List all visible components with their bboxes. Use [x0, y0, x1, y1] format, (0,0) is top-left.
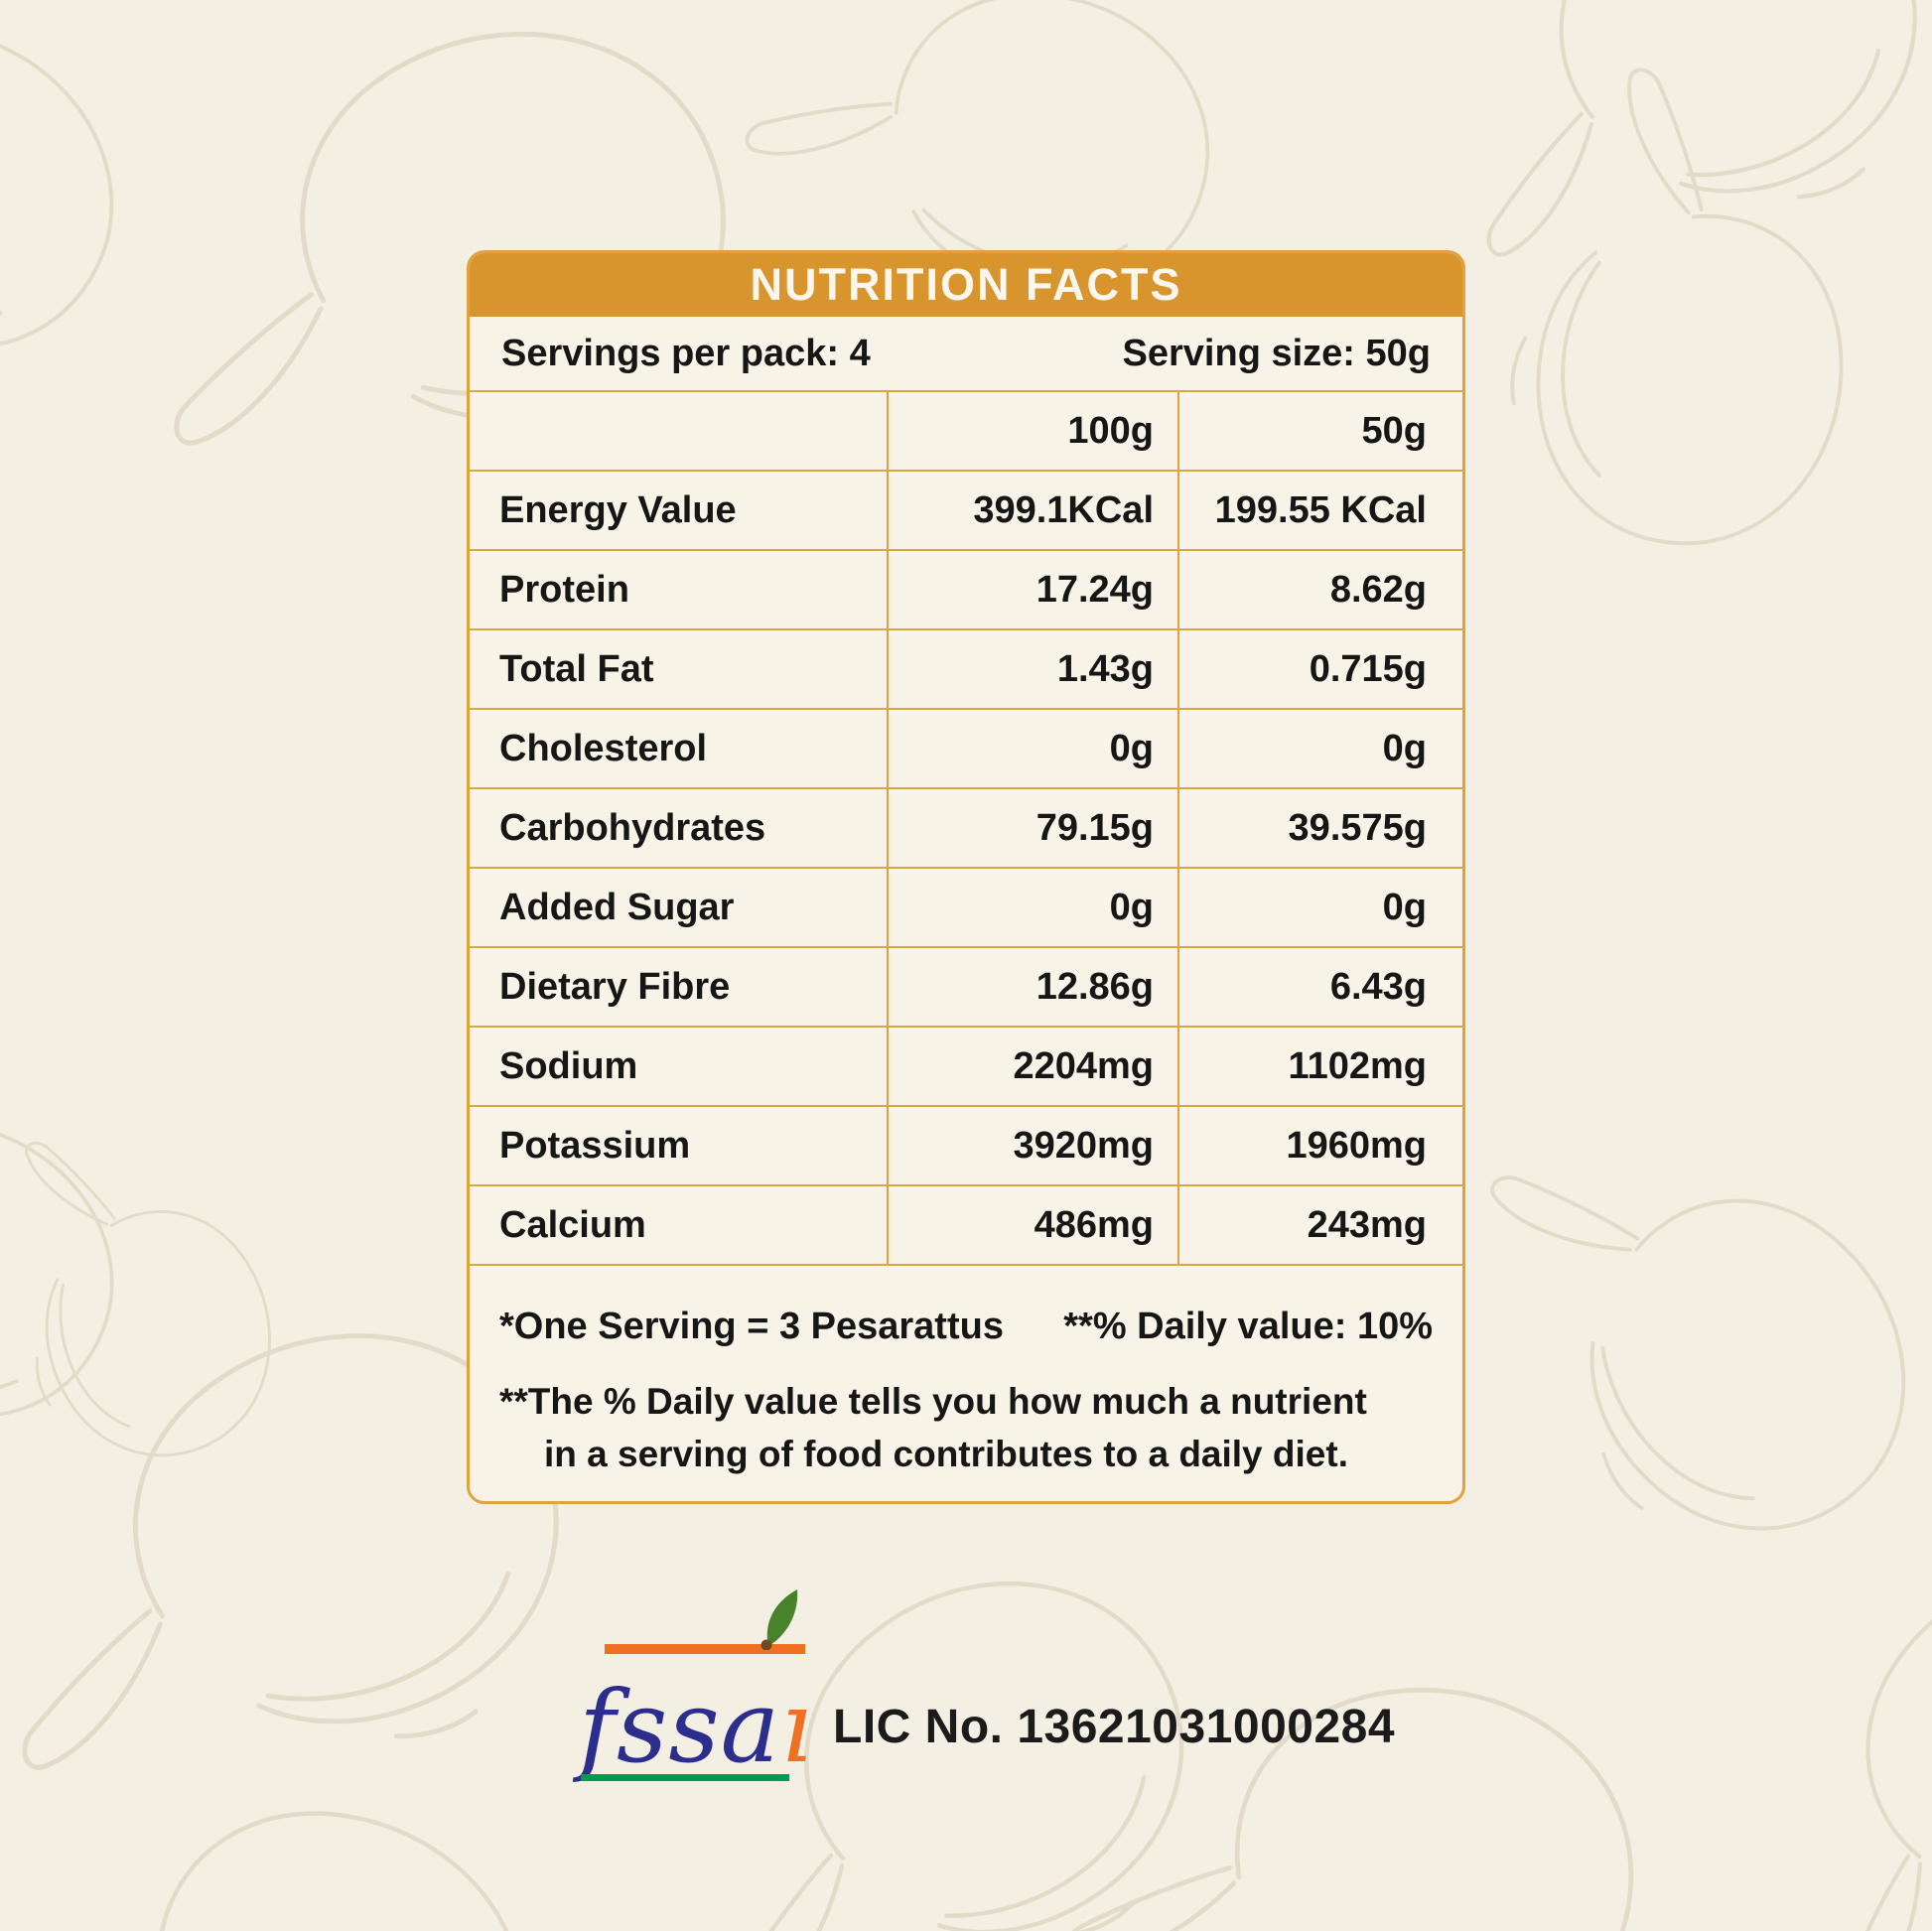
bean-outline — [1478, 56, 1911, 580]
fssai-license-number: LIC No. 13621031000284 — [833, 1701, 1396, 1753]
nutrient-row: Calcium 486mg 243mg — [470, 1184, 1462, 1264]
empty-header-cell — [470, 392, 887, 470]
leaf-icon — [760, 1589, 798, 1650]
value-per-50g: 243mg — [1177, 1186, 1462, 1264]
units-header-row: 100g 50g — [470, 390, 1462, 470]
nutrient-label: Protein — [499, 568, 629, 611]
value-per-100g: 399.1KCal — [887, 472, 1177, 549]
nutrient-row: Potassium 3920mg 1960mg — [470, 1105, 1462, 1184]
value-per-50g: 1102mg — [1177, 1028, 1462, 1105]
footnotes-section: *One Serving = 3 Pesarattus **% Daily va… — [470, 1264, 1462, 1480]
value-per-100g: 0g — [887, 710, 1177, 787]
value-per-100g: 0g — [887, 869, 1177, 946]
fssai-wordmark-navy: fssa — [579, 1669, 781, 1785]
value-per-50g: 0g — [1177, 869, 1462, 946]
servings-row: Servings per pack: 4 Serving size: 50g — [470, 317, 1462, 390]
value-per-50g: 8.62g — [1177, 551, 1462, 628]
nutrient-label: Calcium — [499, 1203, 646, 1246]
daily-value-explanation: **The % Daily value tells you how much a… — [499, 1381, 1367, 1474]
fssai-orange-bar — [605, 1644, 805, 1654]
nutrient-row: Energy Value 399.1KCal 199.55 KCal — [470, 470, 1462, 549]
value-per-100g: 486mg — [887, 1186, 1177, 1264]
nutrient-label: Added Sugar — [499, 886, 735, 928]
value-per-100g: 12.86g — [887, 948, 1177, 1026]
footnote-line: *One Serving = 3 Pesarattus **% Daily va… — [499, 1306, 1433, 1348]
value-per-100g: 2204mg — [887, 1028, 1177, 1105]
servings-per-pack: Servings per pack: 4 — [501, 332, 871, 374]
fssai-logo: fssaı — [579, 1586, 812, 1783]
nutrition-table: 100g 50g Energy Value 399.1KCal 199.55 K… — [470, 390, 1462, 1264]
fssai-green-underline — [581, 1774, 789, 1781]
value-per-100g: 3920mg — [887, 1107, 1177, 1184]
nutrition-facts-card: NUTRITION FACTS Servings per pack: 4 Ser… — [467, 250, 1465, 1504]
nutrient-label: Dietary Fibre — [499, 965, 731, 1008]
value-per-100g: 79.15g — [887, 789, 1177, 867]
bean-outline — [1400, 0, 1932, 296]
bean-outline — [0, 1687, 583, 1931]
value-per-50g: 0.715g — [1177, 630, 1462, 708]
column-header-50g: 50g — [1177, 392, 1462, 470]
value-per-100g: 1.43g — [887, 630, 1177, 708]
nutrient-row: Added Sugar 0g 0g — [470, 867, 1462, 946]
nutrient-label: Potassium — [499, 1124, 691, 1167]
nutrition-facts-title: NUTRITION FACTS — [470, 253, 1462, 317]
nutrient-row: Cholesterol 0g 0g — [470, 708, 1462, 787]
bean-outline — [0, 0, 177, 431]
nutrient-row: Protein 17.24g 8.62g — [470, 549, 1462, 628]
nutrient-row: Sodium 2204mg 1102mg — [470, 1026, 1462, 1105]
daily-value-note: **% Daily value: 10% — [1063, 1306, 1433, 1347]
value-per-50g: 39.575g — [1177, 789, 1462, 867]
value-per-50g: 1960mg — [1177, 1107, 1462, 1184]
serving-note: *One Serving = 3 Pesarattus — [499, 1306, 1004, 1347]
nutrient-label: Cholesterol — [499, 727, 708, 769]
nutrient-row: Total Fat 1.43g 0.715g — [470, 628, 1462, 708]
value-per-50g: 199.55 KCal — [1177, 472, 1462, 549]
fssai-wordmark: fssaı — [579, 1678, 813, 1777]
bean-outline — [1700, 1511, 1932, 1931]
value-per-100g: 17.24g — [887, 551, 1177, 628]
nutrient-label: Sodium — [499, 1044, 638, 1087]
serving-size: Serving size: 50g — [1122, 332, 1431, 374]
nutrient-row: Dietary Fibre 12.86g 6.43g — [470, 946, 1462, 1026]
fssai-wordmark-i: ı — [780, 1669, 814, 1785]
value-per-50g: 6.43g — [1177, 948, 1462, 1026]
column-header-100g: 100g — [887, 392, 1177, 470]
nutrient-label: Energy Value — [499, 488, 737, 531]
nutrient-row: Carbohydrates 79.15g 39.575g — [470, 787, 1462, 867]
value-per-50g: 0g — [1177, 710, 1462, 787]
nutrient-label: Carbohydrates — [499, 806, 766, 849]
bean-outline — [1453, 1041, 1932, 1598]
bean-outline — [0, 1106, 290, 1477]
nutrient-label: Total Fat — [499, 647, 654, 690]
